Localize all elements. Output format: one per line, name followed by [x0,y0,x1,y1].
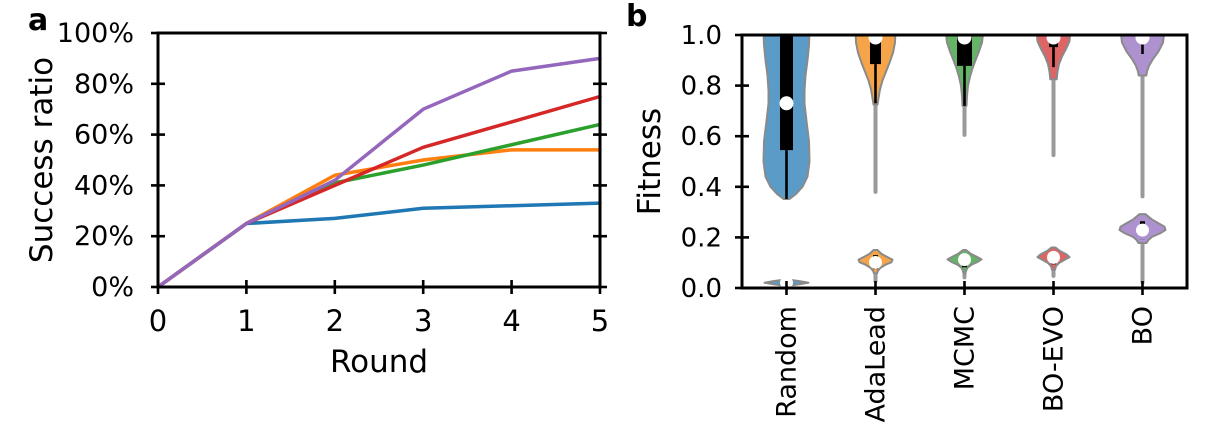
panel-a-x-axis: 0 1 2 3 4 5 [149,280,609,338]
median-dot [868,35,883,45]
median-dot-low [1136,223,1149,237]
y-tick-label: 0.8 [681,72,722,102]
blue-line [156,201,602,289]
panel-b-ylabel: Fitness [632,108,668,215]
category-label: BO [1128,306,1159,345]
panel-b-label: b [626,0,648,34]
y-tick-label: 0% [91,272,134,303]
x-tick-label: 0 [149,304,167,338]
violin-BO-EVO [1035,35,1072,278]
y-tick-label: 1.0 [681,21,722,51]
panel-b-violins [762,35,1167,288]
violin-BO [1118,35,1167,285]
median-dot [779,96,794,111]
panel-a-y-axis: 0% 20% 40% 60% 80% 100% [57,18,607,303]
panel-a-label: a [28,3,49,38]
category-label: Random [772,306,803,418]
panel-b-y-axis: 0.0 0.2 0.4 0.6 0.8 1.0 [681,21,749,304]
y-tick-label: 0.2 [681,223,722,253]
y-tick-label: 0.6 [681,122,722,152]
red-line [156,94,602,289]
violin-Random [762,35,811,288]
violin-AdaLead [854,35,897,284]
x-tick-label: 4 [502,304,520,338]
purple-line [156,56,602,289]
iqr-box [870,35,881,65]
category-label: MCMC [950,306,981,390]
x-tick-label: 3 [414,304,432,338]
panel-a-spines [156,31,602,289]
iqr-box [780,35,793,151]
panel-a-series [156,56,602,289]
y-tick-label: 0.4 [681,173,722,203]
y-tick-label: 60% [74,120,134,151]
panel-a-ylabel: Success ratio [24,57,60,263]
y-tick-label: 100% [57,18,134,49]
orange-line [156,148,602,289]
x-tick-label: 1 [237,304,255,338]
median-dot [957,35,972,45]
panel-b-x-axis: Random AdaLead MCMC BO-EVO BO [772,281,1159,423]
y-tick-label: 40% [74,170,134,201]
median-dot-low [1047,250,1060,264]
median-dot-low [958,253,971,267]
panel-b: 0.0 0.2 0.4 0.6 0.8 1.0 Random AdaLead MCMC BO-EV… [632,21,1189,423]
x-tick-label: 5 [591,304,609,338]
median-dot [1135,35,1150,45]
violin-body [1120,35,1165,77]
y-tick-label: 80% [74,69,134,100]
category-label: AdaLead [861,306,892,423]
violin-MCMC [945,35,984,280]
x-tick-label: 2 [326,304,344,338]
panel-a: 0% 20% 40% 60% 80% 100% 0 1 2 3 4 5 Success ratio Rou… [24,18,609,380]
y-tick-label: 0.0 [681,274,722,304]
y-tick-label: 20% [74,221,134,252]
category-label: BO-EVO [1039,306,1070,412]
median-dot-low [869,255,882,269]
panel-a-xlabel: Round [330,344,428,380]
median-dot [1046,35,1061,45]
